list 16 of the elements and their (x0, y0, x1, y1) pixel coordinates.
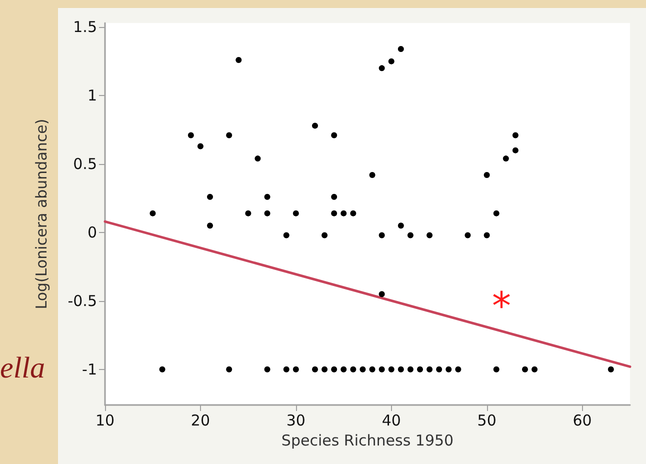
x-tick-label: 10 (95, 412, 115, 430)
x-tick-label: 60 (572, 412, 592, 430)
x-tick-label: 20 (190, 412, 210, 430)
x-tick-label: 50 (477, 412, 496, 430)
x-axis-title: Species Richness 1950 (281, 431, 454, 450)
text: ella (0, 352, 45, 384)
y-axis-title: Log(Lonicera abundance) (32, 118, 50, 310)
y-tick-label: -1 (82, 360, 97, 378)
y-tick-label: 0.5 (73, 155, 97, 174)
annotation: * (492, 284, 511, 328)
y-tick-label: 1 (87, 86, 97, 105)
x-tick-label: 30 (286, 412, 306, 430)
y-tick-label: -0.5 (68, 292, 97, 310)
x-tick-label: 40 (382, 412, 401, 430)
y-tick-label: 1.5 (73, 18, 97, 36)
y-tick-label: 0 (87, 223, 97, 242)
